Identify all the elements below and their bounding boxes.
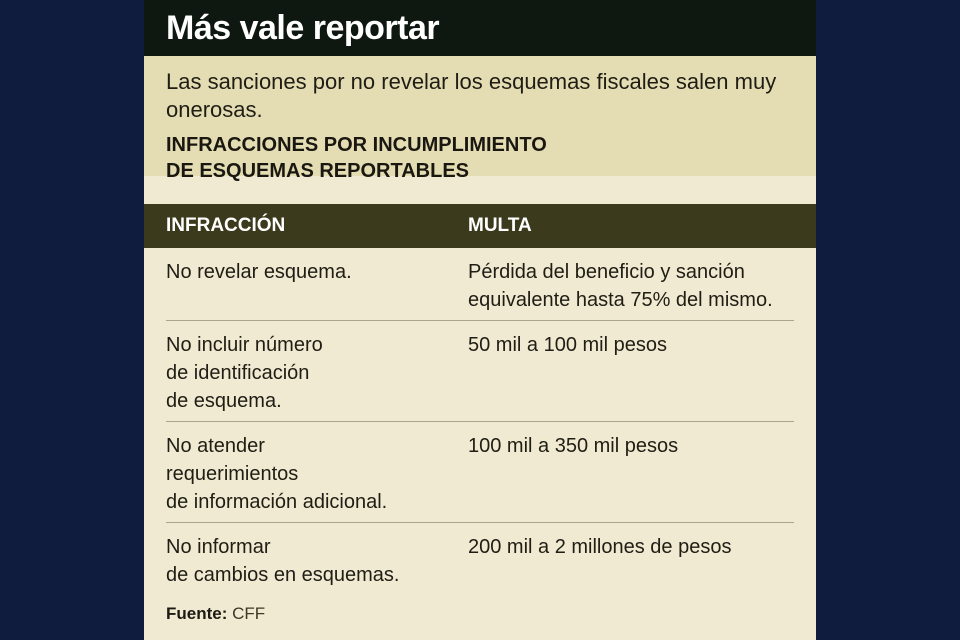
table-title: INFRACCIONES POR INCUMPLIMIENTO DE ESQUE… xyxy=(166,134,547,182)
infraction-cell: No informar de cambios en esquemas. xyxy=(166,536,400,586)
subtitle: Las sanciones por no revelar los esquema… xyxy=(166,69,777,122)
intro-section: Las sanciones por no revelar los esquema… xyxy=(144,56,816,182)
fine-cell: 200 mil a 2 millones de pesos xyxy=(468,536,732,558)
source-note: Fuente: CFF xyxy=(166,604,265,624)
infraction-cell: No incluir número de identificación de e… xyxy=(166,334,323,412)
fine-cell: 50 mil a 100 mil pesos xyxy=(468,334,667,356)
headline: Más vale reportar xyxy=(166,8,440,47)
infraction-cell: No atender requerimientos de información… xyxy=(166,435,388,513)
headline-bar: Más vale reportar xyxy=(144,0,816,56)
table-header: INFRACCIÓN MULTA xyxy=(144,204,816,248)
table-row: No informar de cambios en esquemas. 200 … xyxy=(166,523,794,595)
fine-cell: 100 mil a 350 mil pesos xyxy=(468,435,679,457)
source-value: CFF xyxy=(232,604,266,623)
table-row: No incluir número de identificación de e… xyxy=(166,321,794,422)
source-label: Fuente: xyxy=(166,604,228,623)
table-row: No atender requerimientos de información… xyxy=(166,422,794,523)
table-row: No revelar esquema. Pérdida del benefici… xyxy=(166,248,794,321)
table-body: No revelar esquema. Pérdida del benefici… xyxy=(144,248,816,595)
infraction-cell: No revelar esquema. xyxy=(166,261,352,283)
column-header-fine: MULTA xyxy=(468,215,532,236)
infographic-card: Más vale reportar Las sanciones por no r… xyxy=(144,0,816,640)
fine-cell: Pérdida del beneficio y sanción equivale… xyxy=(468,261,773,311)
column-header-infraction: INFRACCIÓN xyxy=(166,215,286,236)
